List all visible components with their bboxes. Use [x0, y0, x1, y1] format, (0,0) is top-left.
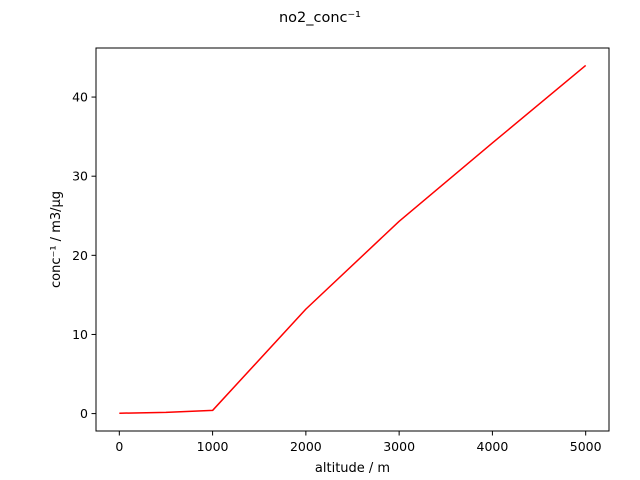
x-tick-label: 3000 — [383, 439, 415, 454]
y-tick-label: 0 — [80, 406, 88, 421]
x-tick-label: 1000 — [197, 439, 229, 454]
x-axis-label: altitude / m — [315, 461, 390, 476]
y-axis: 0 10 20 30 40 — [72, 90, 96, 421]
series-line — [119, 64, 587, 414]
x-axis: 0 1000 2000 3000 4000 5000 — [115, 431, 602, 454]
axes-frame — [95, 47, 610, 432]
plot-area: 0 1000 2000 3000 4000 5000 0 10 20 30 40 — [72, 47, 610, 454]
series-layer — [119, 64, 587, 414]
y-axis-label: conc⁻¹ / m3/µg — [49, 191, 64, 288]
x-tick-label: 4000 — [477, 439, 509, 454]
y-tick-label: 10 — [72, 327, 88, 342]
x-tick-label: 0 — [115, 439, 123, 454]
chart-title: no2_conc⁻¹ — [279, 10, 361, 26]
y-tick-label: 20 — [72, 248, 88, 263]
x-tick-label: 5000 — [570, 439, 602, 454]
x-tick-label: 2000 — [290, 439, 322, 454]
y-tick-label: 30 — [72, 169, 88, 184]
y-tick-label: 40 — [72, 90, 88, 105]
